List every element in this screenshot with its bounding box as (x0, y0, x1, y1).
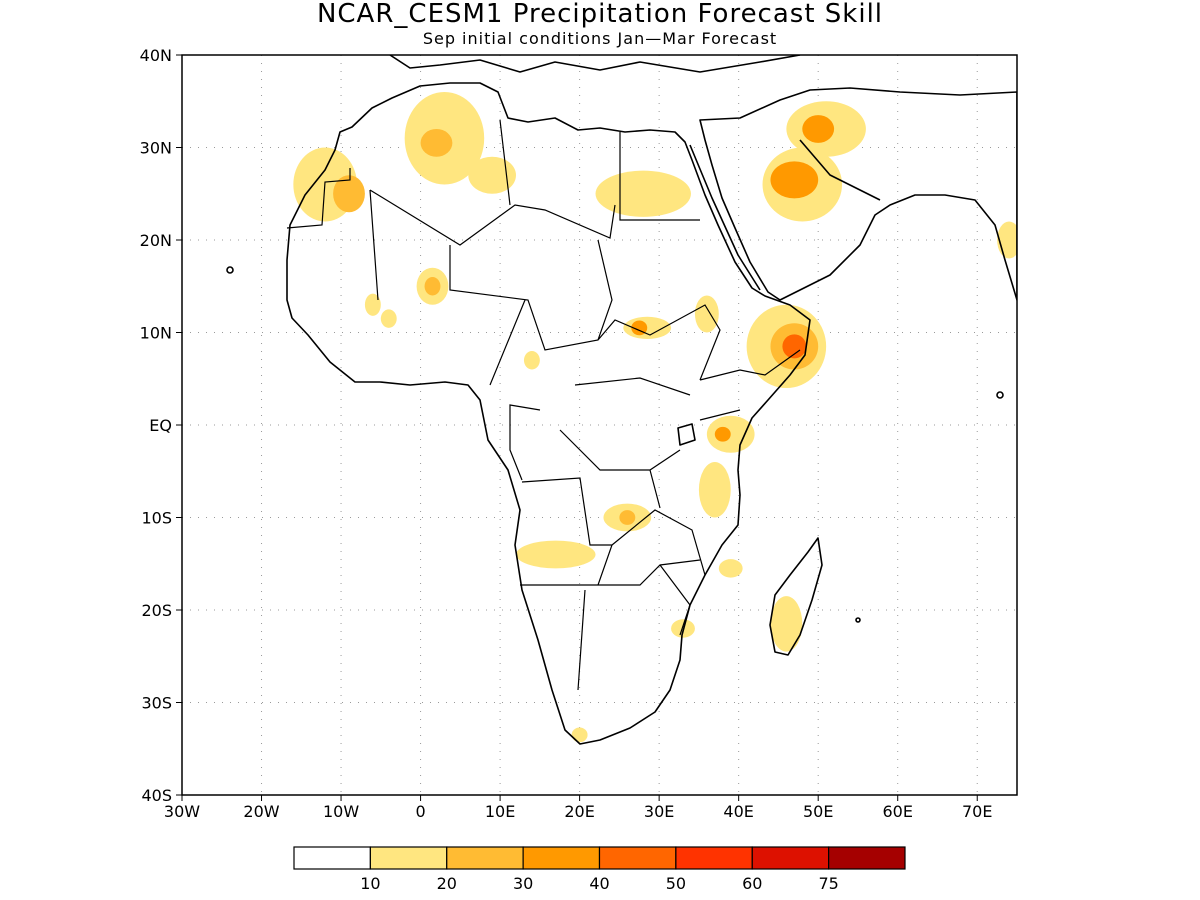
y-tick-label: 40S (141, 786, 172, 805)
persian-gulf-shore (799, 139, 881, 201)
madagascar-coastline (769, 537, 823, 656)
x-tick-label: 40E (723, 802, 753, 821)
colorbar-swatch (522, 846, 601, 870)
europe-coastline (389, 55, 801, 73)
island (996, 391, 1004, 399)
skill-region (364, 293, 381, 316)
y-tick-label: EQ (149, 416, 172, 435)
colorbar-legend: 10 20 30 40 50 60 75 (293, 846, 906, 893)
skill-region (698, 462, 731, 518)
skill-region (770, 161, 819, 199)
x-tick-label: 70E (962, 802, 992, 821)
red-sea-shore (689, 144, 761, 291)
y-tick-label: 20S (141, 601, 172, 620)
skill-shading (293, 92, 1017, 743)
x-tick-label: 50E (803, 802, 833, 821)
chart-subtitle: Sep initial conditions Jan—Mar Forecast (423, 29, 777, 48)
y-tick-label: 10N (140, 324, 172, 343)
colorbar-swatch (828, 846, 906, 870)
colorbar-swatch (369, 846, 448, 870)
skill-region (595, 170, 691, 217)
colorbar-label: 10 (360, 874, 380, 893)
skill-region (468, 156, 516, 194)
skill-region (802, 115, 835, 143)
country-borders (286, 119, 801, 691)
y-tick-label: 10S (141, 509, 172, 528)
colorbar-swatch (293, 846, 371, 870)
skill-region (333, 175, 365, 213)
x-tick-label: 10E (485, 802, 515, 821)
x-tick-label: 10W (323, 802, 359, 821)
cape-verde-island (226, 266, 234, 274)
skill-region (523, 351, 540, 370)
skill-region (694, 295, 719, 333)
skill-region (706, 415, 755, 453)
colorbar-swatch (446, 846, 524, 870)
skill-region (420, 129, 453, 157)
colorbar-label: 75 (818, 874, 838, 893)
colorbar-swatch (598, 846, 677, 870)
skill-region (516, 540, 596, 569)
colorbar-label: 20 (437, 874, 457, 893)
colorbar-label: 50 (666, 874, 686, 893)
colorbar-label: 40 (589, 874, 609, 893)
x-tick-label: 30W (164, 802, 200, 821)
y-tick-label: 30S (141, 694, 172, 713)
y-tick-label: 40N (140, 46, 172, 65)
colorbar-label: 30 (513, 874, 533, 893)
skill-region (571, 727, 588, 743)
arabia-coastline (699, 87, 1017, 301)
x-tick-label: 20E (564, 802, 594, 821)
colorbar-swatch (675, 846, 753, 870)
skill-region (782, 334, 807, 359)
colorbar-label: 60 (742, 874, 762, 893)
skill-region (718, 559, 743, 578)
x-tick-label: 0 (415, 802, 425, 821)
x-tick-label: 30E (644, 802, 674, 821)
y-tick-label: 20N (140, 231, 172, 250)
y-tick-label: 30N (140, 139, 172, 158)
coastlines (226, 55, 1017, 745)
y-axis: 40N 30N 20N 10N EQ 10S 20S 30S 40S (140, 46, 182, 805)
chart-title: NCAR_CESM1 Precipitation Forecast Skill (317, 0, 883, 29)
island (855, 617, 861, 623)
x-tick-label: 60E (882, 802, 912, 821)
skill-region (380, 309, 397, 328)
lake-victoria (677, 423, 696, 446)
skill-region (714, 426, 731, 442)
x-axis: 30W 20W 10W 0 10E 20E 30E 40E 50E 60E 70E (164, 795, 992, 821)
x-tick-label: 20W (243, 802, 279, 821)
skill-region (619, 510, 636, 525)
skill-region (770, 596, 803, 652)
skill-region (424, 277, 441, 296)
africa-coastline (286, 82, 811, 745)
colorbar-swatch (751, 846, 830, 870)
